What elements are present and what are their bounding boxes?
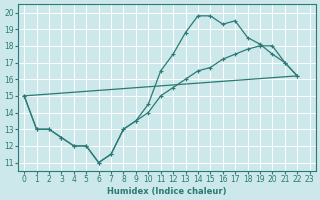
X-axis label: Humidex (Indice chaleur): Humidex (Indice chaleur) <box>107 187 227 196</box>
